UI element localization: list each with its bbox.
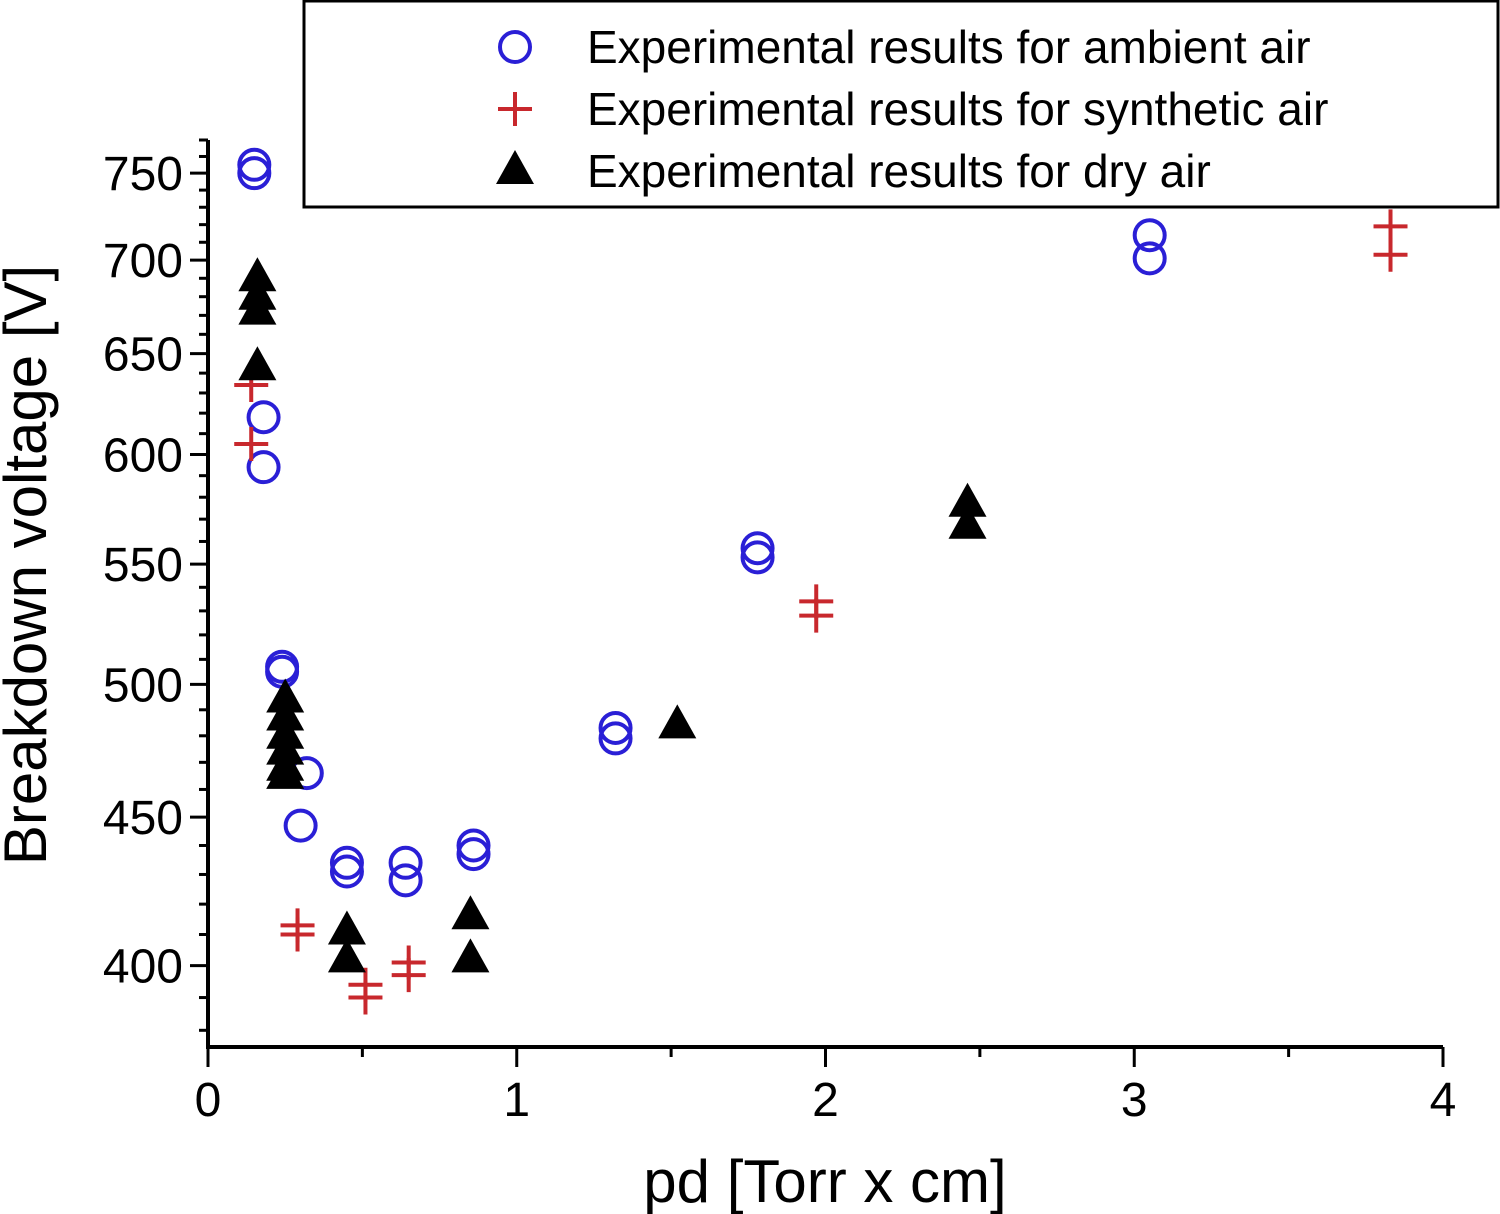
legend-entry-label: Experimental results for ambient air xyxy=(587,21,1311,73)
data-point xyxy=(266,754,305,789)
legend-entry-label: Experimental results for synthetic air xyxy=(587,83,1328,135)
x-axis-label: pd [Torr x cm] xyxy=(643,1148,1006,1214)
x-tick-label: 3 xyxy=(1121,1074,1148,1127)
data-point xyxy=(456,828,491,863)
data-point xyxy=(1373,237,1408,272)
y-tick-label: 750 xyxy=(103,148,183,201)
series-0 xyxy=(237,147,1167,898)
data-point xyxy=(280,917,315,952)
data-point xyxy=(388,845,423,880)
legend: Experimental results for ambient air Expe… xyxy=(302,0,1500,209)
data-point xyxy=(266,678,305,713)
data-point xyxy=(237,156,272,191)
y-tick-label: 650 xyxy=(103,329,183,382)
series-2 xyxy=(238,257,987,973)
data-point xyxy=(740,531,775,566)
data-point xyxy=(234,427,269,462)
data-point xyxy=(1373,209,1408,244)
y-axis-label: Breakdown voltage [V] xyxy=(0,265,59,865)
data-point xyxy=(658,704,697,739)
data-point xyxy=(246,450,281,485)
data-point xyxy=(451,938,490,973)
data-point xyxy=(456,837,491,872)
data-point xyxy=(283,808,318,843)
data-point xyxy=(266,696,305,731)
data-point xyxy=(799,598,834,633)
data-point xyxy=(1132,218,1167,253)
data-point xyxy=(246,400,281,435)
x-tick-label: 4 xyxy=(1430,1074,1457,1127)
data-point xyxy=(327,910,366,945)
y-tick-label: 400 xyxy=(103,941,183,994)
data-point xyxy=(391,958,426,993)
data-point xyxy=(388,863,423,898)
data-point xyxy=(238,290,277,325)
x-tick-label: 0 xyxy=(195,1074,222,1127)
legend-entry-label: Experimental results for dry air xyxy=(587,145,1211,197)
series-1 xyxy=(234,209,1408,1015)
axes: 0 1 2 3 4 400 450 500 550 600 650 700 750 xyxy=(103,138,1457,1127)
data-point xyxy=(348,980,383,1015)
data-point xyxy=(238,346,277,381)
data-point xyxy=(598,710,633,745)
data-point xyxy=(948,482,987,517)
axis-labels: pd [Torr x cm] Breakdown voltage [V] xyxy=(0,265,1007,1214)
data-point xyxy=(598,721,633,756)
data-points xyxy=(234,147,1408,1015)
y-tick-label: 600 xyxy=(103,429,183,482)
x-tick-label: 2 xyxy=(812,1074,839,1127)
y-tick-label: 700 xyxy=(103,235,183,288)
data-point xyxy=(329,854,364,889)
y-tick-label: 500 xyxy=(103,659,183,712)
y-tick-label: 450 xyxy=(103,792,183,845)
legend-marker xyxy=(498,30,532,64)
data-point xyxy=(237,147,272,182)
data-point xyxy=(740,540,775,575)
data-point xyxy=(238,257,277,292)
data-point xyxy=(327,938,366,973)
data-point xyxy=(329,845,364,880)
y-tick-label: 550 xyxy=(103,539,183,592)
data-point xyxy=(1132,241,1167,276)
data-point xyxy=(451,895,490,930)
legend-marker xyxy=(498,92,532,126)
x-tick-label: 1 xyxy=(503,1074,530,1127)
data-point xyxy=(948,504,987,539)
legend-marker xyxy=(496,150,534,184)
